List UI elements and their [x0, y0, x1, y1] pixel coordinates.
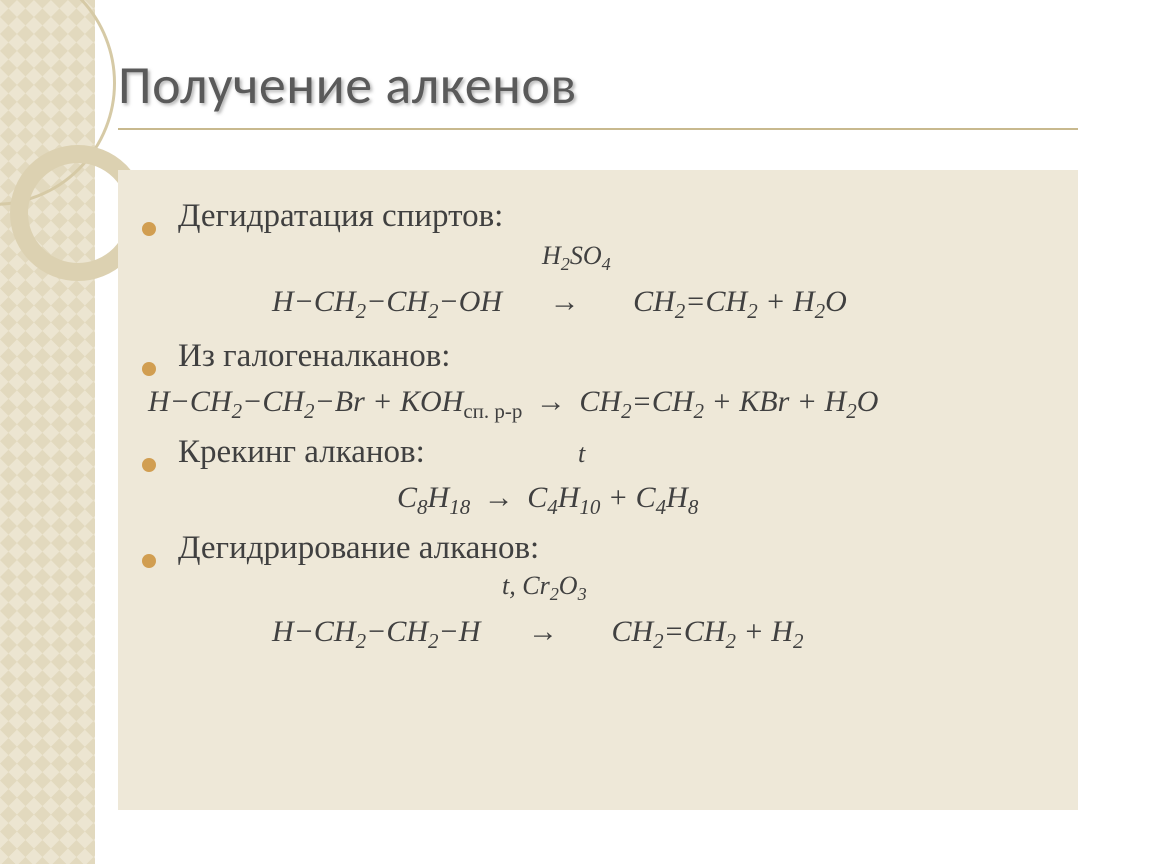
list-item: Из галогеналканов: [142, 338, 1054, 375]
reaction-equation: H−CH2−CH2−Br + KOHсп. р-р → CH2=CH2 + KB… [142, 385, 1054, 424]
bullet-icon [142, 222, 156, 236]
list-item: Крекинг алканов: t [142, 434, 1054, 471]
reaction-equation: H−CH2−CH2−H → CH2=CH2 + H2 [142, 615, 1054, 654]
reaction-condition: t, Cr2O3 [142, 571, 1054, 605]
bullet-icon [142, 554, 156, 568]
slide: Получение алкенов Дегидратация спиртов: … [0, 0, 1150, 864]
slide-title: Получение алкенов [118, 52, 1078, 124]
reaction-condition: t [468, 439, 585, 469]
item-label: Из галогеналканов: [178, 338, 450, 375]
list-item: Дегидратация спиртов: [142, 198, 1054, 235]
reaction-condition: H2SO4 [142, 241, 1054, 275]
reaction-equation: C8H18 → C4H10 + C4H8 [142, 481, 1054, 520]
item-label: Дегидрирование алканов: [178, 530, 539, 567]
bullet-icon [142, 458, 156, 472]
bullet-icon [142, 362, 156, 376]
item-label: Дегидратация спиртов: [178, 198, 503, 235]
list-item: Дегидрирование алканов: [142, 530, 1054, 567]
body-area: Дегидратация спиртов: H2SO4 H−CH2−CH2−OH… [118, 170, 1078, 810]
title-area: Получение алкенов [118, 52, 1078, 130]
title-underline [118, 128, 1078, 130]
reaction-equation: H−CH2−CH2−OH → CH2=CH2 + H2O [142, 285, 1054, 324]
item-label: Крекинг алканов: [178, 434, 468, 471]
